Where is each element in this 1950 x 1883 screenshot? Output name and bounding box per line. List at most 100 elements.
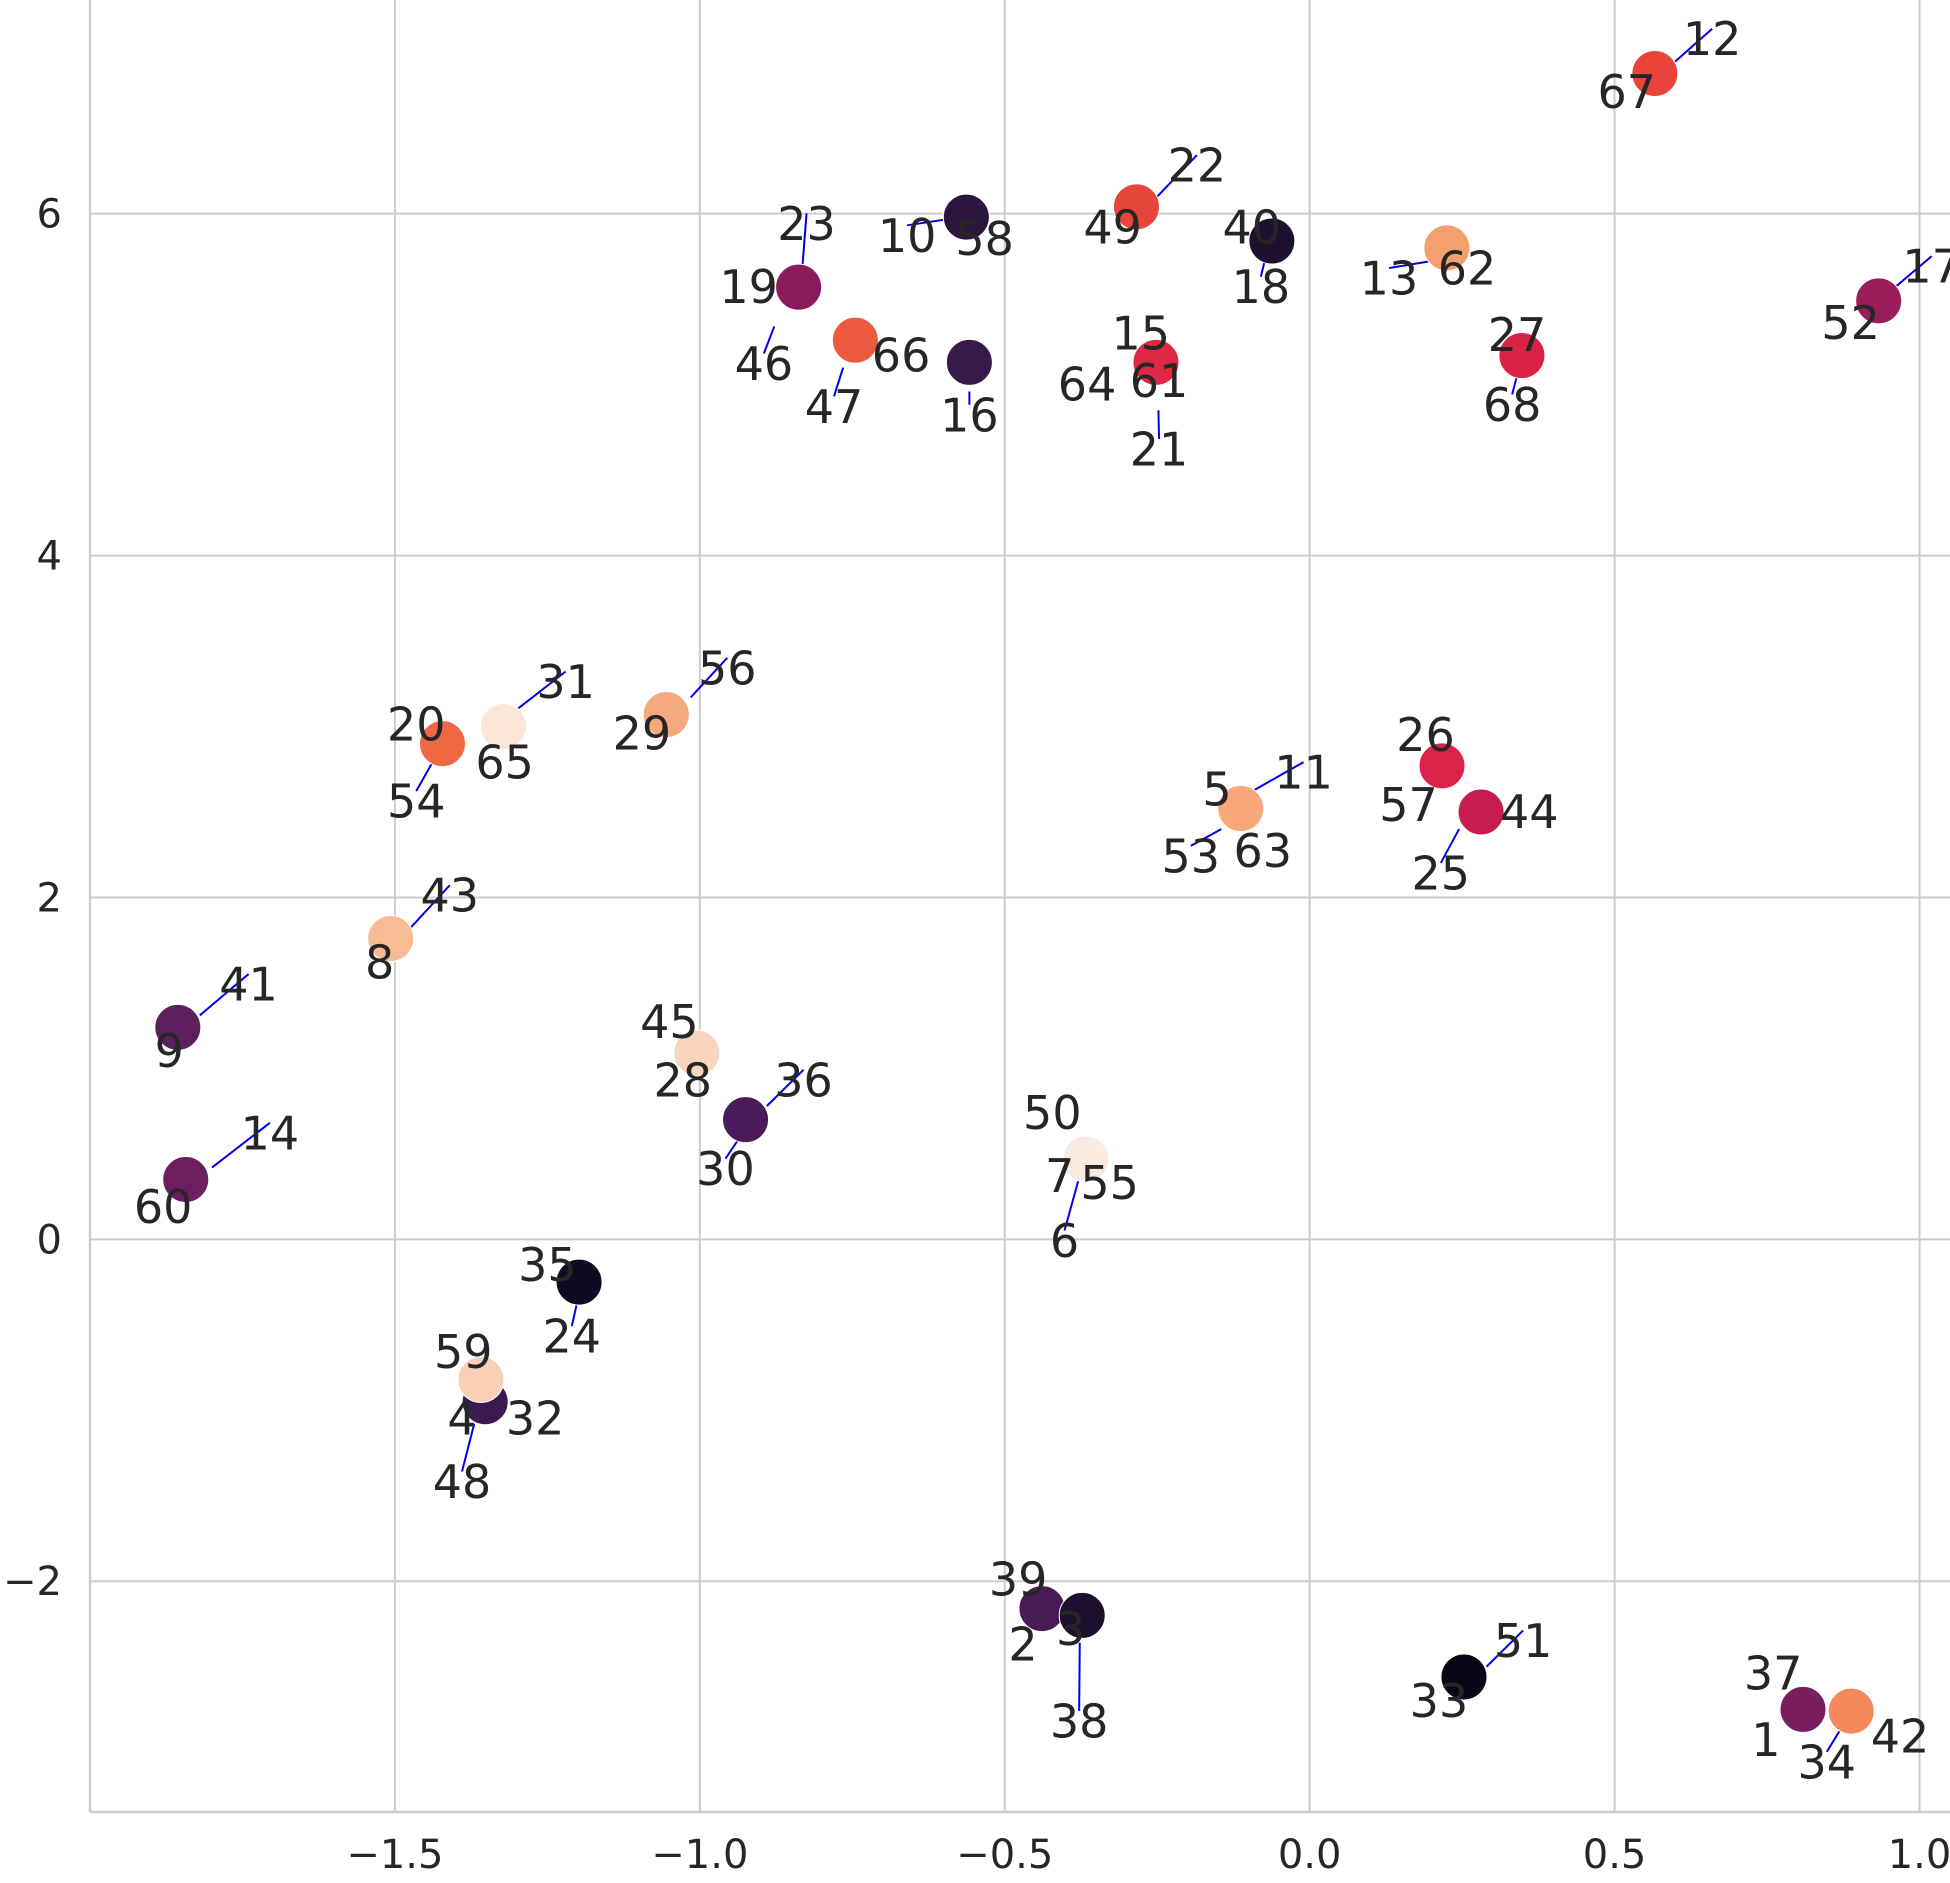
scatter-point <box>775 263 823 311</box>
point-label: 37 <box>1744 1646 1803 1700</box>
point-label: 44 <box>1500 785 1559 839</box>
scatter-point <box>831 316 879 364</box>
label-leader-line <box>461 1423 476 1472</box>
scatter-point <box>1631 50 1679 98</box>
y-tick-label: 4 <box>37 534 62 580</box>
point-label: 51 <box>1494 1614 1553 1668</box>
label-leader-line <box>1156 154 1198 198</box>
point-label: 40 <box>1222 200 1281 254</box>
point-label: 48 <box>433 1455 492 1509</box>
scatter-point <box>1498 332 1546 380</box>
label-leader-line <box>1388 260 1429 270</box>
point-label: 60 <box>134 1180 193 1234</box>
scatter-point <box>945 338 993 386</box>
scatter-point <box>1855 277 1903 325</box>
scatter-point <box>942 193 990 241</box>
point-label: 6 <box>1050 1214 1079 1268</box>
point-label: 35 <box>518 1238 577 1292</box>
y-tick-label: −2 <box>3 1559 62 1605</box>
label-leader-line <box>1078 1642 1081 1711</box>
point-label: 23 <box>777 197 836 251</box>
point-label: 39 <box>989 1552 1048 1606</box>
point-label: 68 <box>1483 378 1542 432</box>
scatter-point <box>1779 1685 1827 1733</box>
point-label: 15 <box>1111 306 1170 360</box>
point-label: 2 <box>1008 1617 1037 1671</box>
point-label: 26 <box>1396 708 1455 762</box>
label-leader-line <box>833 367 845 397</box>
point-label: 64 <box>1058 358 1117 412</box>
x-tick-label: 1.0 <box>1888 1832 1950 1878</box>
label-leader-line <box>1190 828 1222 847</box>
point-label: 14 <box>241 1106 300 1160</box>
point-label: 11 <box>1274 746 1333 800</box>
label-leader-line <box>415 760 435 792</box>
scatter-point <box>367 914 415 962</box>
point-label: 31 <box>536 655 595 709</box>
point-label: 25 <box>1412 846 1471 900</box>
grid <box>90 0 1950 1812</box>
point-label: 36 <box>774 1053 833 1107</box>
point-label: 65 <box>475 735 534 789</box>
point-label: 8 <box>365 935 394 989</box>
point-label: 30 <box>696 1142 755 1196</box>
x-tick-label: −1.5 <box>346 1832 443 1878</box>
x-tick-label: −0.5 <box>956 1832 1053 1878</box>
point-label: 20 <box>387 698 446 752</box>
scatter-point <box>642 691 690 739</box>
point-label: 22 <box>1168 139 1227 193</box>
point-label: 7 <box>1045 1149 1074 1203</box>
point-label: 33 <box>1410 1674 1469 1728</box>
scatter-point <box>1457 788 1505 836</box>
point-label: 3 <box>1056 1602 1085 1656</box>
scatter-point <box>1217 785 1265 833</box>
label-leader-line <box>211 1121 271 1169</box>
scatter-point <box>1132 338 1180 386</box>
point-label: 53 <box>1161 829 1220 883</box>
scatter-point <box>1058 1591 1106 1639</box>
point-label: 13 <box>1360 252 1419 306</box>
y-tick-label: 6 <box>37 192 62 238</box>
point-label: 4 <box>447 1392 476 1446</box>
scatter-point <box>1440 1653 1488 1701</box>
point-label: 66 <box>872 328 931 382</box>
point-label: 1 <box>1751 1713 1780 1767</box>
point-label: 58 <box>955 212 1014 266</box>
label-leader-line <box>907 217 951 227</box>
label-leader-line <box>762 326 776 354</box>
scatter-point <box>162 1156 210 1204</box>
point-label: 5 <box>1202 763 1231 817</box>
scatter-point <box>1423 224 1471 272</box>
point-label: 19 <box>719 260 778 314</box>
point-label: 10 <box>878 209 937 263</box>
point-label: 57 <box>1379 778 1438 832</box>
label-leader-line <box>801 213 808 269</box>
label-leader-line <box>1668 27 1713 68</box>
point-label: 52 <box>1821 296 1880 350</box>
axes-spines <box>88 0 1950 1814</box>
point-label: 21 <box>1130 423 1189 477</box>
point-label: 12 <box>1683 12 1742 66</box>
scatter-point <box>1827 1687 1875 1735</box>
scatter-point <box>1062 1135 1110 1183</box>
point-label: 24 <box>542 1310 601 1364</box>
point-label: 46 <box>735 337 794 391</box>
label-leader-line <box>1485 1629 1524 1668</box>
scatter-point <box>1112 183 1160 231</box>
scatter-point <box>555 1258 603 1306</box>
scatter-point <box>479 703 527 751</box>
label-leader-line <box>689 657 729 699</box>
scatter-point <box>154 1003 202 1051</box>
point-label: 17 <box>1902 240 1950 294</box>
label-leader-lines <box>199 27 1933 1753</box>
y-tick-label: 2 <box>37 875 62 921</box>
scatter-point <box>1418 742 1466 790</box>
point-label: 38 <box>1050 1694 1109 1748</box>
x-axis-ticks: −1.5 −1.0 −0.5 0.0 0.5 1.0 <box>346 1832 1950 1878</box>
label-leader-line <box>199 973 250 1017</box>
point-label: 16 <box>940 388 999 442</box>
data-points <box>154 50 1903 1735</box>
y-tick-label: 0 <box>37 1217 62 1263</box>
point-label: 56 <box>698 641 757 695</box>
